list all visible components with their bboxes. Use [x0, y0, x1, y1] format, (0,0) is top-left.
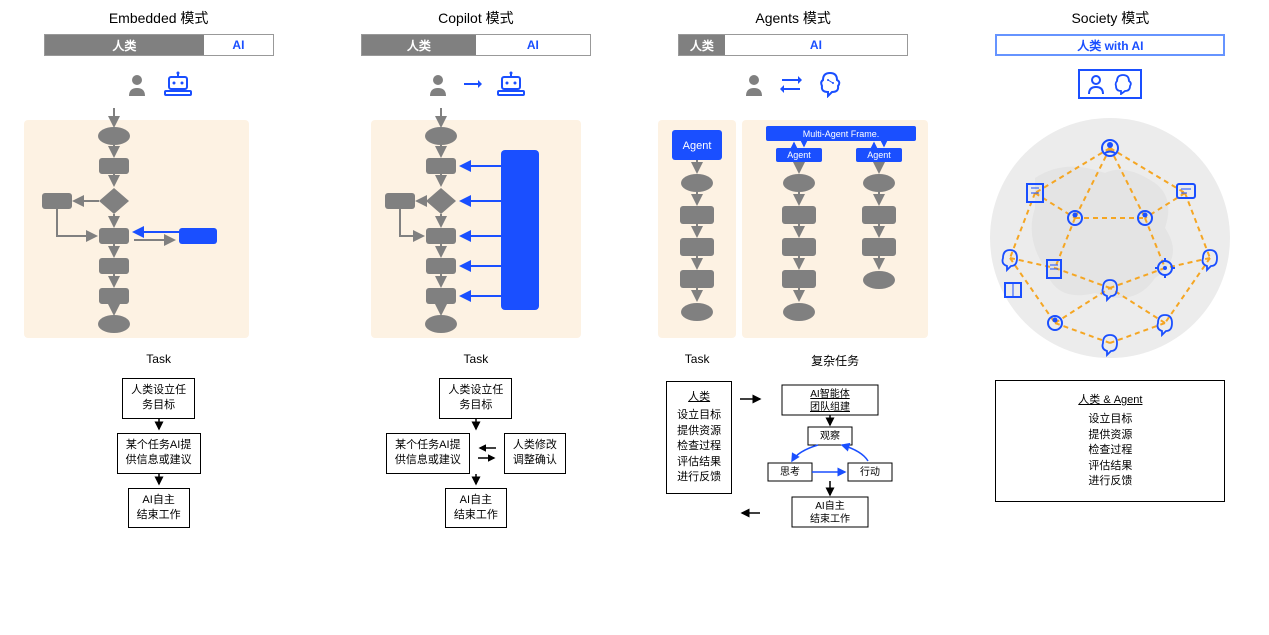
- globe-svg: [975, 108, 1245, 368]
- task-label-1: Task: [146, 352, 171, 366]
- icons-copilot: [426, 68, 526, 100]
- box-4: 人类 & Agent 设立目标 提供资源 检查过程 评估结果 进行反馈: [995, 380, 1225, 502]
- col-society: Society 模式 人类 with AI: [952, 0, 1269, 635]
- svg-text:Agent: Agent: [867, 150, 891, 160]
- icons-embedded: [125, 68, 193, 100]
- multi-agent-label: Multi-Agent Frame.: [803, 129, 880, 139]
- bar-society: 人类 with AI: [995, 34, 1225, 56]
- box-1-1: 人类设立任务目标: [122, 378, 195, 419]
- ai-robot-icon: [163, 71, 193, 97]
- flow-svg-embedded: [24, 108, 294, 348]
- svg-text:思考: 思考: [780, 466, 800, 478]
- flow-agents: Agent Multi-Agent Frame. Agent Agent: [658, 108, 928, 348]
- labels-agents: Task 复杂任务: [658, 352, 928, 369]
- human-icon: [742, 72, 766, 96]
- svg-text:观察: 观察: [820, 429, 840, 442]
- icons-society: [1078, 68, 1142, 100]
- box-1-3: AI自主结束工作: [128, 488, 190, 529]
- ai-robot-icon: [496, 71, 526, 97]
- box-2-2: 某个任务AI提供信息或建议: [386, 433, 470, 474]
- agent-label: Agent: [683, 140, 712, 152]
- title-copilot: Copilot 模式: [438, 8, 513, 28]
- bidir-arrow-icon: [780, 73, 802, 95]
- box-3-left: 人类 设立目标 提供资源 检查过程 评估结果 进行反馈: [666, 381, 732, 494]
- flow-svg-agents: Agent Multi-Agent Frame. Agent Agent: [658, 108, 928, 348]
- box-1-2: 某个任务AI提供信息或建议: [117, 433, 201, 474]
- col-embedded: Embedded 模式 人类 AI: [0, 0, 317, 635]
- bottom-embedded: 人类设立任务目标 某个任务AI提供信息或建议 AI自主结束工作: [117, 378, 201, 528]
- title-embedded: Embedded 模式: [109, 8, 209, 28]
- bar-human-2: 人类: [362, 35, 476, 55]
- svg-text:结束工作: 结束工作: [810, 512, 850, 525]
- globe-society: [975, 108, 1245, 368]
- flow-copilot: [341, 108, 611, 348]
- box-2-3: AI自主结束工作: [445, 488, 507, 529]
- box-2-side: 人类修改调整确认: [504, 433, 566, 474]
- arrow-right-icon: [464, 79, 482, 89]
- title-agents: Agents 模式: [755, 8, 830, 28]
- bottom-copilot: 人类设立任务目标 某个任务AI提供信息或建议 人类修改调整确认 AI自主结束工作: [386, 378, 566, 528]
- human-icon: [1086, 74, 1106, 94]
- bar-human: 人类: [45, 35, 205, 55]
- svg-text:AI自主: AI自主: [815, 499, 844, 512]
- human-icon: [125, 72, 149, 96]
- svg-text:行动: 行动: [860, 465, 880, 478]
- bar-copilot: 人类 AI: [361, 34, 591, 56]
- ai-brain-icon: [816, 70, 844, 98]
- svg-text:AI智能体: AI智能体: [810, 387, 849, 400]
- bar-ai: AI: [204, 35, 272, 55]
- bar-human-3: 人类: [679, 35, 725, 55]
- agent-cycle: AI智能体 团队组建 观察 思考 行动 AI自主 结束工作: [740, 381, 920, 531]
- bar-ai-3: AI: [725, 35, 907, 55]
- bottom-agents: 人类 设立目标 提供资源 检查过程 评估结果 进行反馈 AI智能体 团队组建 观…: [666, 381, 920, 531]
- box-2-1: 人类设立任务目标: [439, 378, 512, 419]
- bidir-icon: [476, 439, 498, 467]
- svg-text:Agent: Agent: [787, 150, 811, 160]
- flow-embedded: [24, 108, 294, 348]
- title-society: Society 模式: [1071, 8, 1149, 28]
- bar-ai-2: AI: [476, 35, 590, 55]
- svg-text:团队组建: 团队组建: [810, 400, 850, 413]
- col-agents: Agents 模式 人类 AI Agent M: [635, 0, 952, 635]
- task-label-2: Task: [464, 352, 489, 366]
- bar-embedded: 人类 AI: [44, 34, 274, 56]
- bar-agents: 人类 AI: [678, 34, 908, 56]
- flow-svg-copilot: [341, 108, 611, 348]
- human-icon: [426, 72, 450, 96]
- ai-brain-icon: [1112, 73, 1134, 95]
- col-copilot: Copilot 模式 人类 AI: [317, 0, 634, 635]
- icons-agents: [742, 68, 844, 100]
